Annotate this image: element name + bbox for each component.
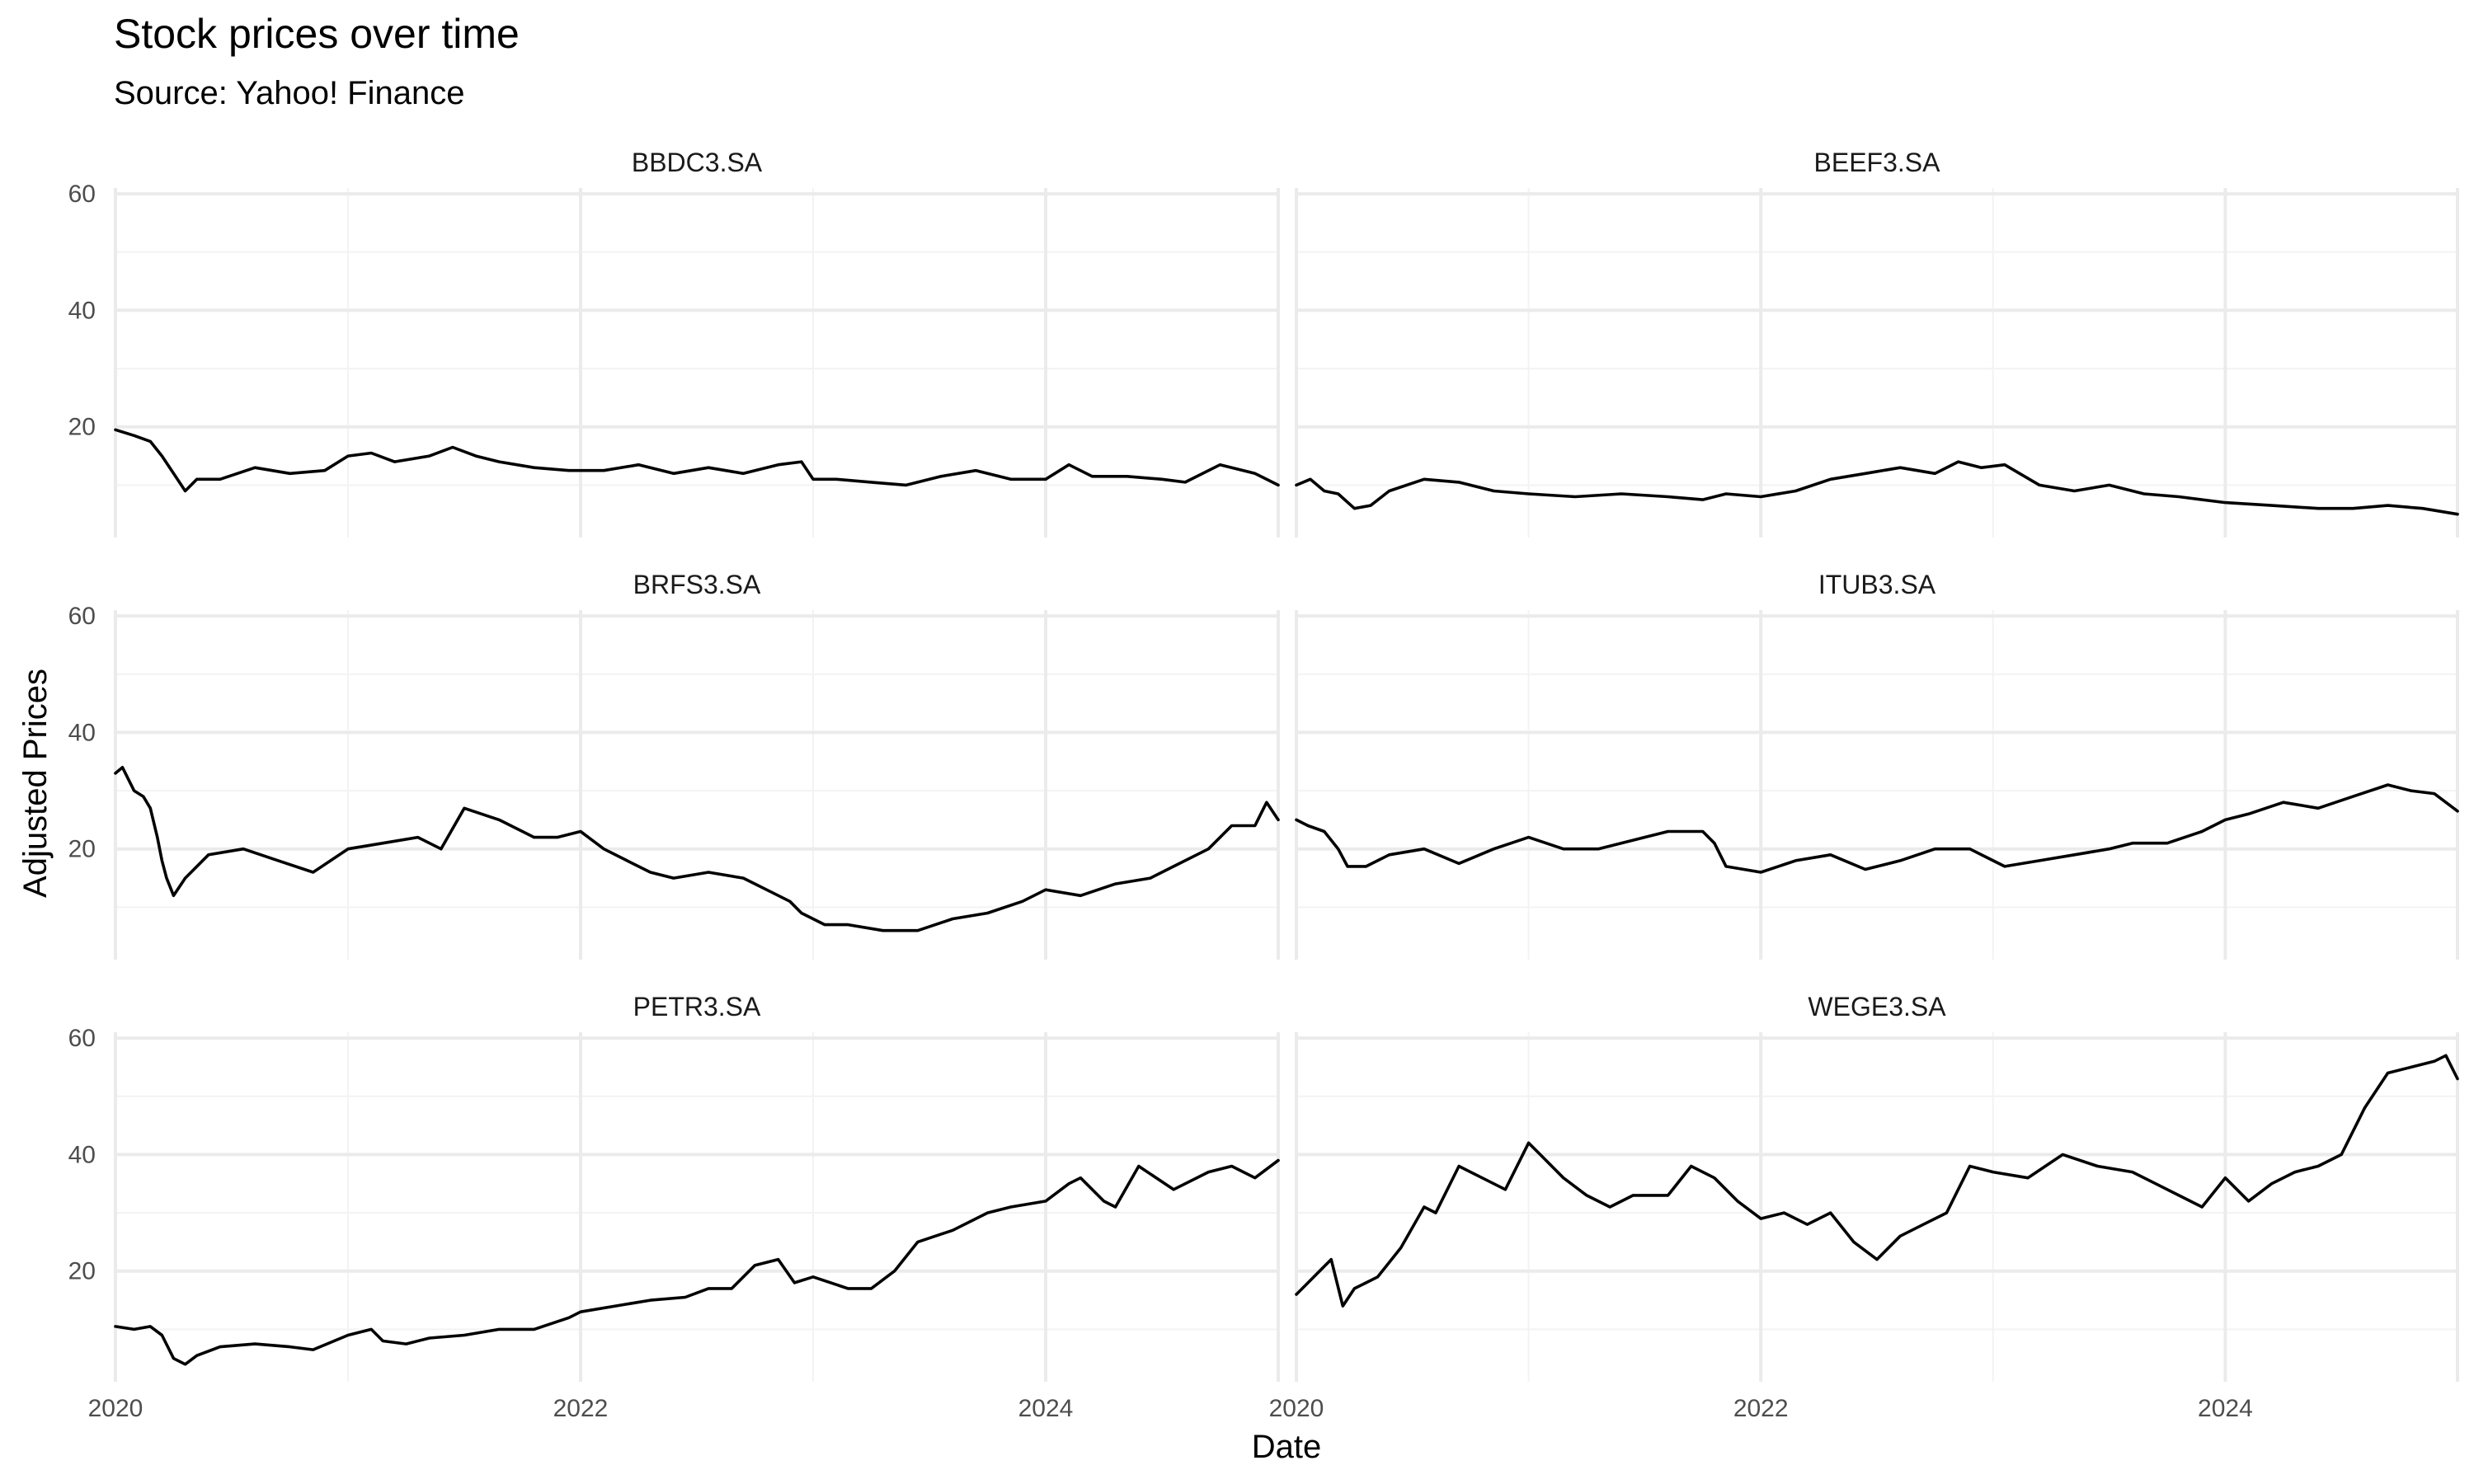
series-line-wege3-sa [1295, 1054, 2459, 1308]
panel-beef3-sa: BEEF3.SA [1295, 148, 2459, 538]
x-axis-label: Date [1252, 1429, 1322, 1465]
y-tick-label: 20 [68, 836, 96, 863]
y-tick-label: 60 [68, 1025, 96, 1052]
y-tick-label: 40 [68, 719, 96, 746]
y-tick-label: 60 [68, 181, 96, 208]
facet-panels: BBDC3.SA 20 40 60 BEEF3.SA BRFS3.SA 20 40 60 ITUB… [68, 148, 2459, 1422]
x-tick-label: 2022 [1733, 1395, 1789, 1422]
series-line-beef3-sa [1295, 460, 2459, 516]
y-axis-label: Adjusted Prices [17, 669, 54, 898]
x-tick-label: 2024 [1018, 1395, 1074, 1422]
panel-wege3-sa: WEGE3.SA 2020 2022 2024 [1269, 992, 2459, 1422]
series-line-bbdc3-sa [114, 428, 1280, 493]
y-tick-label: 40 [68, 297, 96, 324]
x-tick-label: 2024 [2198, 1395, 2253, 1422]
chart-title: Stock prices over time [114, 11, 520, 57]
panel-bbdc3-sa: BBDC3.SA 20 40 60 [68, 148, 1280, 538]
facet-label-beef3-sa: BEEF3.SA [1814, 148, 1941, 177]
facet-label-bbdc3-sa: BBDC3.SA [632, 148, 763, 177]
x-tick-label: 2022 [553, 1395, 609, 1422]
facet-label-brfs3-sa: BRFS3.SA [633, 570, 761, 599]
facet-label-petr3-sa: PETR3.SA [633, 992, 761, 1021]
facet-label-wege3-sa: WEGE3.SA [1808, 992, 1946, 1021]
series-line-brfs3-sa [114, 766, 1280, 932]
y-tick-label: 20 [68, 1258, 96, 1285]
x-tick-label: 2020 [1269, 1395, 1324, 1422]
panel-petr3-sa: PETR3.SA 20 40 60 2020 2022 2024 [68, 992, 1280, 1422]
chart-subtitle: Source: Yahoo! Finance [114, 75, 464, 111]
facet-label-itub3-sa: ITUB3.SA [1818, 570, 1936, 599]
y-tick-label: 40 [68, 1141, 96, 1168]
x-tick-label: 2020 [88, 1395, 143, 1422]
y-tick-label: 60 [68, 603, 96, 630]
y-tick-label: 20 [68, 414, 96, 441]
panel-brfs3-sa: BRFS3.SA 20 40 60 [68, 570, 1280, 960]
series-line-petr3-sa [114, 1158, 1280, 1366]
panel-itub3-sa: ITUB3.SA [1295, 570, 2459, 960]
series-line-itub3-sa [1295, 783, 2459, 874]
